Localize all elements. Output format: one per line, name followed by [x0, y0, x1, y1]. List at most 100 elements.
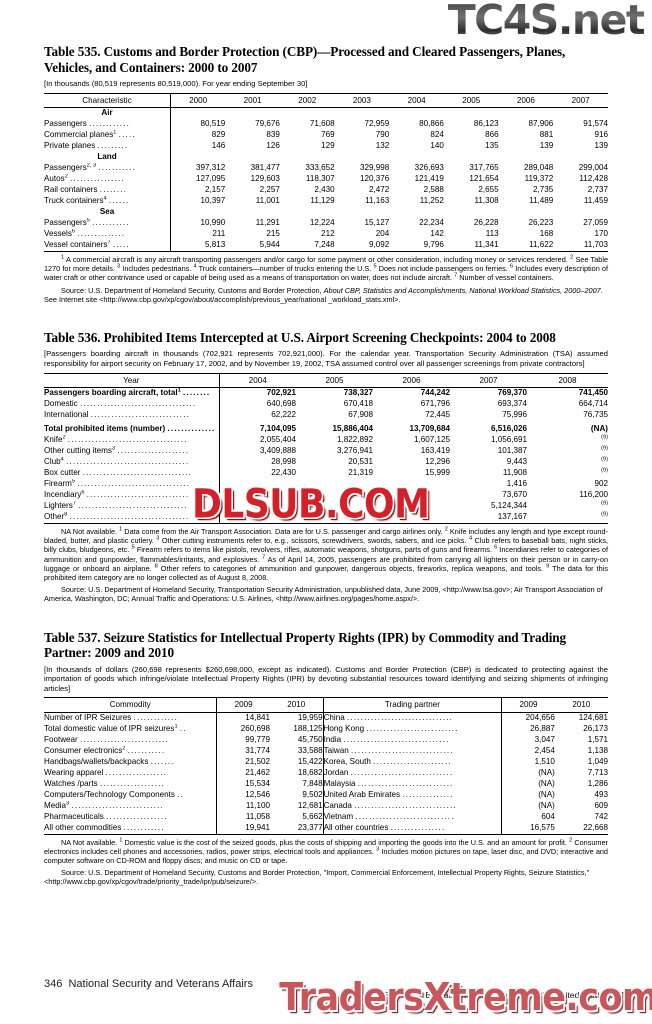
spacer-cell	[444, 152, 499, 163]
row-label: Canada ..............................	[322, 800, 502, 812]
spacer-cell	[553, 207, 608, 218]
data-cell: 609	[594, 801, 608, 811]
table-row: Rail containers ........ 2,157 2,257 2,430 2…	[44, 184, 608, 196]
data-cell: 12,681	[297, 801, 323, 811]
row-label: Consumer electronics2 ...........	[44, 745, 166, 756]
spacer-cell	[225, 108, 280, 119]
col-header-partner-2010: 2010	[572, 700, 591, 710]
data-cell: 769,370	[497, 388, 527, 398]
row-label: Club4 ..................................…	[44, 457, 190, 467]
data-cell: 1,607,125	[413, 435, 450, 445]
data-cell: 146	[170, 141, 226, 153]
data-cell: 790	[375, 130, 390, 140]
table-535-header-row: Characteristic 2000 2001 2002 2003 2004 …	[44, 93, 608, 108]
table-row: Total domestic value of IPR seizures1 ..…	[44, 723, 608, 735]
row-label: Passengers boarding aircraft, total1 ...…	[44, 387, 211, 398]
data-cell: 640,698	[218, 399, 296, 411]
table-row: Pharmaceuticals .................. 11,058…	[44, 811, 608, 823]
data-cell: 21,502	[216, 756, 270, 768]
data-cell: 1,416	[506, 479, 527, 489]
col-header-2005: 2005	[325, 375, 344, 385]
spacer-cell	[280, 108, 335, 119]
data-cell: 2,735	[533, 185, 554, 195]
col-header-2002: 2002	[298, 95, 317, 105]
data-cell: 99,779	[216, 734, 270, 746]
row-label: Vessels6 ..............	[44, 228, 126, 239]
data-cell: 9,443	[506, 457, 527, 467]
table-536-header-row: Year 2004 2005 2006 2007 2008	[44, 373, 608, 388]
data-cell: 7,104,095	[218, 424, 296, 436]
data-cell: 6,516,026	[490, 424, 527, 434]
data-cell: 2,257	[259, 185, 280, 195]
data-cell: 113	[485, 229, 499, 239]
data-cell: 72,445	[425, 410, 450, 420]
col-header-2001: 2001	[243, 95, 262, 105]
spacer-cell	[225, 207, 280, 218]
data-cell: 397,312	[170, 163, 226, 174]
data-cell: 22,430	[218, 467, 296, 479]
data-cell: 299,004	[578, 163, 608, 173]
data-cell: 741,450	[578, 388, 608, 398]
data-cell: 45,750	[297, 735, 323, 745]
row-label: Passengers2, 3 ...........	[44, 163, 136, 173]
col-header-trading-partner: Trading partner	[322, 697, 502, 713]
data-cell: (NA)	[590, 424, 608, 434]
data-cell: 23,377	[269, 822, 324, 835]
col-header-characteristic: Characteristic	[82, 95, 132, 105]
group-header-row: Air	[44, 107, 608, 120]
data-cell: 137,167	[450, 511, 527, 524]
row-label: Other cutting items3 ...................…	[44, 446, 190, 456]
data-cell: 670,418	[343, 399, 373, 409]
data-cell: 1,138	[587, 746, 608, 756]
data-cell: 13,709,684	[409, 424, 450, 434]
data-cell: 112,428	[579, 174, 608, 184]
data-cell: 916	[594, 130, 608, 140]
table-row: Private planes ......... 146 126 129 132 140 1…	[44, 141, 608, 153]
row-label: Vietnam .............................	[322, 811, 502, 823]
group-label: Land	[97, 152, 117, 162]
data-cell: 829	[170, 130, 226, 142]
col-header-2004: 2004	[218, 373, 296, 388]
table-537-header-row: Commodity 2009 2010 Trading partner 2009…	[44, 697, 608, 713]
data-cell: 71,608	[309, 119, 335, 129]
row-label: Passengers ............	[44, 119, 131, 129]
data-cell: 12,296	[425, 457, 450, 467]
data-cell: 5,662	[302, 812, 323, 822]
row-label: Handbags/wallets/backpacks .......	[44, 757, 175, 767]
data-cell: 12,546	[216, 789, 270, 801]
data-cell: 839	[266, 130, 280, 140]
row-label: Wearing apparel ..................	[44, 768, 168, 778]
data-cell: 204,656	[501, 712, 555, 724]
data-cell: 664,714	[578, 399, 608, 409]
group-header-row: Sea	[44, 206, 608, 218]
table-row: Other8 .................................…	[44, 511, 608, 524]
data-cell: (9)	[601, 500, 608, 507]
table-row: Footwear .......................... 99,77…	[44, 734, 608, 746]
col-header-commodity-2010: 2010	[287, 700, 306, 710]
table-row: Domestic ...............................…	[44, 399, 608, 411]
table-535-source: Source: U.S. Department of Homeland Secu…	[44, 285, 603, 304]
data-cell	[218, 511, 296, 524]
data-cell: 26,228	[473, 218, 499, 228]
data-cell: 702,921	[218, 387, 296, 400]
table-row: Club4 ..................................…	[44, 457, 608, 468]
data-cell: 7,713	[587, 768, 608, 778]
data-cell: 326,693	[414, 163, 444, 173]
table-537-headnote: [In thousands of dollars (260,698 repres…	[44, 664, 608, 693]
data-cell	[296, 501, 373, 512]
table-row: Vessel containers7 ..... 5,813 5,944 7,248 9…	[44, 239, 608, 252]
data-cell: 3,047	[501, 734, 555, 746]
data-cell: (NA)	[501, 800, 555, 812]
table-row: Passengers5 ........... 10,990 11,291 12,22…	[44, 217, 608, 229]
data-cell: 11,703	[553, 239, 608, 252]
data-cell: 140	[430, 141, 444, 151]
table-row: Passengers boarding aircraft, total1 ...…	[44, 387, 608, 400]
data-cell: 2,472	[368, 185, 390, 195]
data-cell: 22,668	[554, 822, 608, 835]
data-cell: 260,698	[216, 723, 270, 735]
data-cell: (NA)	[501, 767, 555, 779]
data-cell: 211	[170, 228, 226, 240]
table-535-block: Table 535. Customs and Border Protection…	[44, 0, 608, 304]
data-cell: (9)	[601, 445, 608, 452]
data-cell: 26,173	[583, 724, 608, 734]
